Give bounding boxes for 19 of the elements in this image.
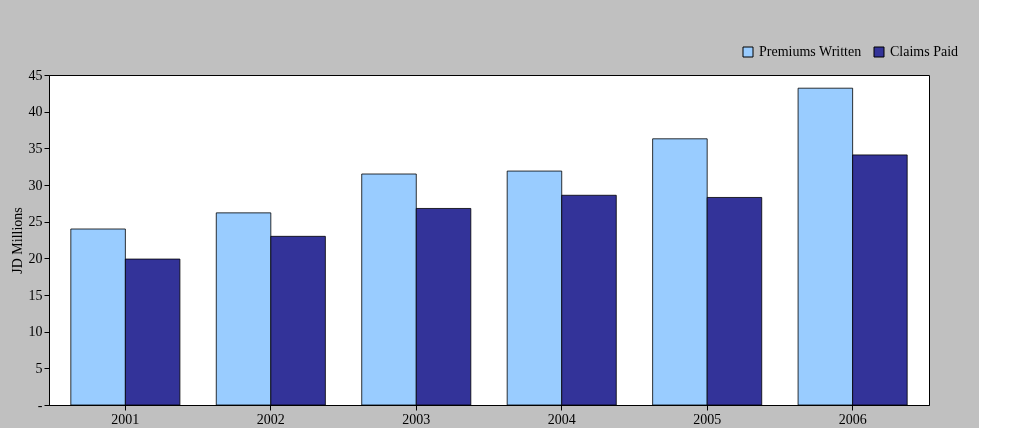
x-tick-label: 2004	[547, 411, 576, 427]
y-tick-label: 40	[28, 104, 43, 120]
x-tick-label: 2001	[111, 411, 140, 427]
y-axis-title: JD Millions	[9, 207, 25, 274]
legend-label: Premiums Written	[759, 44, 862, 59]
x-tick-label: 2005	[693, 411, 722, 427]
y-tick-label: 5	[35, 360, 43, 376]
y-tick-label: 15	[28, 287, 43, 303]
y-tick-label: 20	[28, 250, 43, 266]
y-tick-label: 25	[28, 214, 43, 230]
x-tick-label: 2006	[838, 411, 867, 427]
legend-label: Claims Paid	[890, 44, 959, 59]
y-tick-label: 35	[28, 140, 43, 156]
y-tick-label: -	[37, 397, 43, 413]
x-tick-label: 2003	[402, 411, 431, 427]
y-tick-label: 45	[28, 67, 43, 83]
y-tick-label: 10	[28, 324, 43, 340]
y-tick-label: 30	[28, 177, 43, 193]
x-tick-label: 2002	[256, 411, 285, 427]
